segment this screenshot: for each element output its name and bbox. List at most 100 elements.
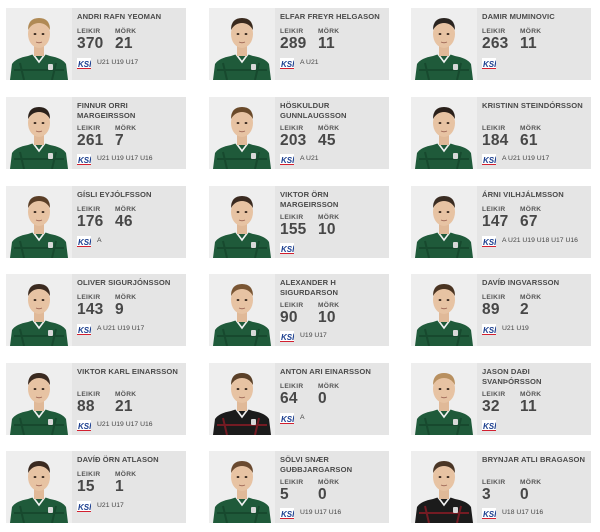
games-value: 32 xyxy=(482,398,500,415)
goals-stat: MÖRK 0 xyxy=(318,383,339,407)
national-teams-list: U21 U17 xyxy=(97,502,124,509)
player-photo xyxy=(6,451,72,523)
player-card[interactable]: BRYNJAR ATLI BRAGASON LEIKIR 3 MÖRK 0 KS… xyxy=(411,451,591,523)
games-value: 263 xyxy=(482,35,509,52)
games-label: LEIKIR xyxy=(77,391,101,398)
player-name: HÖSKULDUR GUNNLAUGSSON xyxy=(280,101,347,120)
player-photo-frame xyxy=(6,186,72,258)
national-teams-list: U21 U19 U17 U16 xyxy=(97,155,153,162)
goals-label: MÖRK xyxy=(115,125,137,132)
games-value: 143 xyxy=(77,301,104,318)
goals-stat: MÖRK 61 xyxy=(520,125,541,149)
player-card[interactable]: FINNUR ORRI MARGEIRSSON LEIKIR 261 MÖRK … xyxy=(6,97,186,169)
games-value: 64 xyxy=(280,390,298,407)
player-photo xyxy=(209,363,275,435)
player-name: BRYNJAR ATLI BRAGASON xyxy=(482,455,586,464)
player-card[interactable]: HÖSKULDUR GUNNLAUGSSON LEIKIR 203 MÖRK 4… xyxy=(209,97,389,169)
games-value: 88 xyxy=(77,398,95,415)
ksi-logo-icon: KSÍ xyxy=(482,58,496,69)
player-photo xyxy=(411,274,477,346)
goals-value: 67 xyxy=(520,213,538,230)
player-card[interactable]: ANTON ARI EINARSSON LEIKIR 64 MÖRK 0 KSÍ… xyxy=(209,363,389,435)
player-card[interactable]: DAVÍÐ ÖRN ATLASON LEIKIR 15 MÖRK 1 KSÍ U… xyxy=(6,451,186,523)
svg-text:KSÍ: KSÍ xyxy=(281,245,294,254)
goals-label: MÖRK xyxy=(318,28,340,35)
goals-value: 11 xyxy=(520,35,537,52)
goals-label: MÖRK xyxy=(520,125,542,132)
player-card[interactable]: VIKTOR ÖRN MARGEIRSSON LEIKIR 155 MÖRK 1… xyxy=(209,186,389,258)
national-teams-list: U18 U17 U16 xyxy=(502,509,544,516)
goals-stat: MÖRK 21 xyxy=(115,391,136,415)
player-grid: ANDRI RAFN YEOMAN LEIKIR 370 MÖRK 21 KSÍ… xyxy=(6,8,594,528)
svg-text:KSÍ: KSÍ xyxy=(78,326,91,335)
games-value: 89 xyxy=(482,301,500,318)
player-photo xyxy=(6,8,72,80)
goals-label: MÖRK xyxy=(520,294,542,301)
ksi-logo-icon: KSÍ xyxy=(482,508,496,519)
ksi-logo-icon: KSÍ xyxy=(77,236,91,247)
player-card[interactable]: DAVÍÐ INGVARSSON LEIKIR 89 MÖRK 2 KSÍ U2… xyxy=(411,274,591,346)
games-label: LEIKIR xyxy=(77,125,101,132)
player-name: DAVÍÐ INGVARSSON xyxy=(482,278,560,287)
goals-stat: MÖRK 11 xyxy=(520,391,541,415)
games-stat: LEIKIR 147 xyxy=(482,206,508,230)
games-value: 3 xyxy=(482,486,491,503)
player-photo xyxy=(209,8,275,80)
svg-text:KSÍ: KSÍ xyxy=(483,60,496,69)
player-photo-frame xyxy=(6,274,72,346)
svg-text:KSÍ: KSÍ xyxy=(483,238,496,247)
player-card[interactable]: GÍSLI EYJÓLFSSON LEIKIR 176 MÖRK 46 KSÍ … xyxy=(6,186,186,258)
goals-value: 0 xyxy=(318,390,327,407)
player-photo-frame xyxy=(411,8,477,80)
goals-label: MÖRK xyxy=(318,383,340,390)
svg-text:KSÍ: KSÍ xyxy=(281,510,294,519)
player-info: GÍSLI EYJÓLFSSON LEIKIR 176 MÖRK 46 KSÍ … xyxy=(77,186,184,258)
games-label: LEIKIR xyxy=(77,206,101,213)
player-card[interactable]: OLIVER SIGURJÓNSSON LEIKIR 143 MÖRK 9 KS… xyxy=(6,274,186,346)
ksi-logo-icon: KSÍ xyxy=(77,154,91,165)
games-label: LEIKIR xyxy=(482,294,506,301)
player-photo-frame xyxy=(411,97,477,169)
games-label: LEIKIR xyxy=(482,28,506,35)
games-value: 5 xyxy=(280,486,289,503)
player-card[interactable]: JASON DAÐI SVANÞÓRSSON LEIKIR 32 MÖRK 11… xyxy=(411,363,591,435)
player-name: VIKTOR ÖRN MARGEIRSSON xyxy=(280,190,339,209)
games-stat: LEIKIR 370 xyxy=(77,28,103,52)
games-stat: LEIKIR 143 xyxy=(77,294,103,318)
goals-value: 1 xyxy=(115,478,124,495)
player-card[interactable]: VIKTOR KARL EINARSSON LEIKIR 88 MÖRK 21 … xyxy=(6,363,186,435)
goals-label: MÖRK xyxy=(520,28,542,35)
goals-stat: MÖRK 46 xyxy=(115,206,136,230)
player-photo-frame xyxy=(209,451,275,523)
player-card[interactable]: ELFAR FREYR HELGASON LEIKIR 289 MÖRK 11 … xyxy=(209,8,389,80)
player-name: VIKTOR KARL EINARSSON xyxy=(77,367,178,376)
national-teams-list: U21 U19 U17 xyxy=(97,59,139,66)
goals-value: 45 xyxy=(318,132,336,149)
games-label: LEIKIR xyxy=(280,28,304,35)
goals-label: MÖRK xyxy=(520,391,542,398)
svg-text:KSÍ: KSÍ xyxy=(483,510,496,519)
svg-text:KSÍ: KSÍ xyxy=(281,60,294,69)
player-photo-frame xyxy=(411,451,477,523)
goals-stat: MÖRK 2 xyxy=(520,294,541,318)
ksi-logo-icon: KSÍ xyxy=(482,420,496,431)
svg-text:KSÍ: KSÍ xyxy=(483,156,496,165)
games-value: 90 xyxy=(280,309,298,326)
games-label: LEIKIR xyxy=(280,214,304,221)
goals-value: 0 xyxy=(520,486,529,503)
player-info: HÖSKULDUR GUNNLAUGSSON LEIKIR 203 MÖRK 4… xyxy=(280,97,387,169)
player-card[interactable]: KRISTINN STEINDÓRSSON LEIKIR 184 MÖRK 61… xyxy=(411,97,591,169)
player-card[interactable]: SÖLVI SNÆR GUÐBJARGARSON LEIKIR 5 MÖRK 0… xyxy=(209,451,389,523)
player-name: DAMIR MUMINOVIC xyxy=(482,12,555,21)
player-name: DAVÍÐ ÖRN ATLASON xyxy=(77,455,159,464)
player-card[interactable]: ÁRNI VILHJÁLMSSON LEIKIR 147 MÖRK 67 KSÍ… xyxy=(411,186,591,258)
ksi-logo-icon: KSÍ xyxy=(482,154,496,165)
goals-label: MÖRK xyxy=(115,28,137,35)
player-photo xyxy=(6,363,72,435)
goals-value: 61 xyxy=(520,132,538,149)
svg-text:KSÍ: KSÍ xyxy=(78,60,91,69)
player-card[interactable]: DAMIR MUMINOVIC LEIKIR 263 MÖRK 11 KSÍ xyxy=(411,8,591,80)
player-card[interactable]: ANDRI RAFN YEOMAN LEIKIR 370 MÖRK 21 KSÍ… xyxy=(6,8,186,80)
player-info: JASON DAÐI SVANÞÓRSSON LEIKIR 32 MÖRK 11… xyxy=(482,363,589,435)
player-card[interactable]: ALEXANDER H SIGURDARSON LEIKIR 90 MÖRK 1… xyxy=(209,274,389,346)
